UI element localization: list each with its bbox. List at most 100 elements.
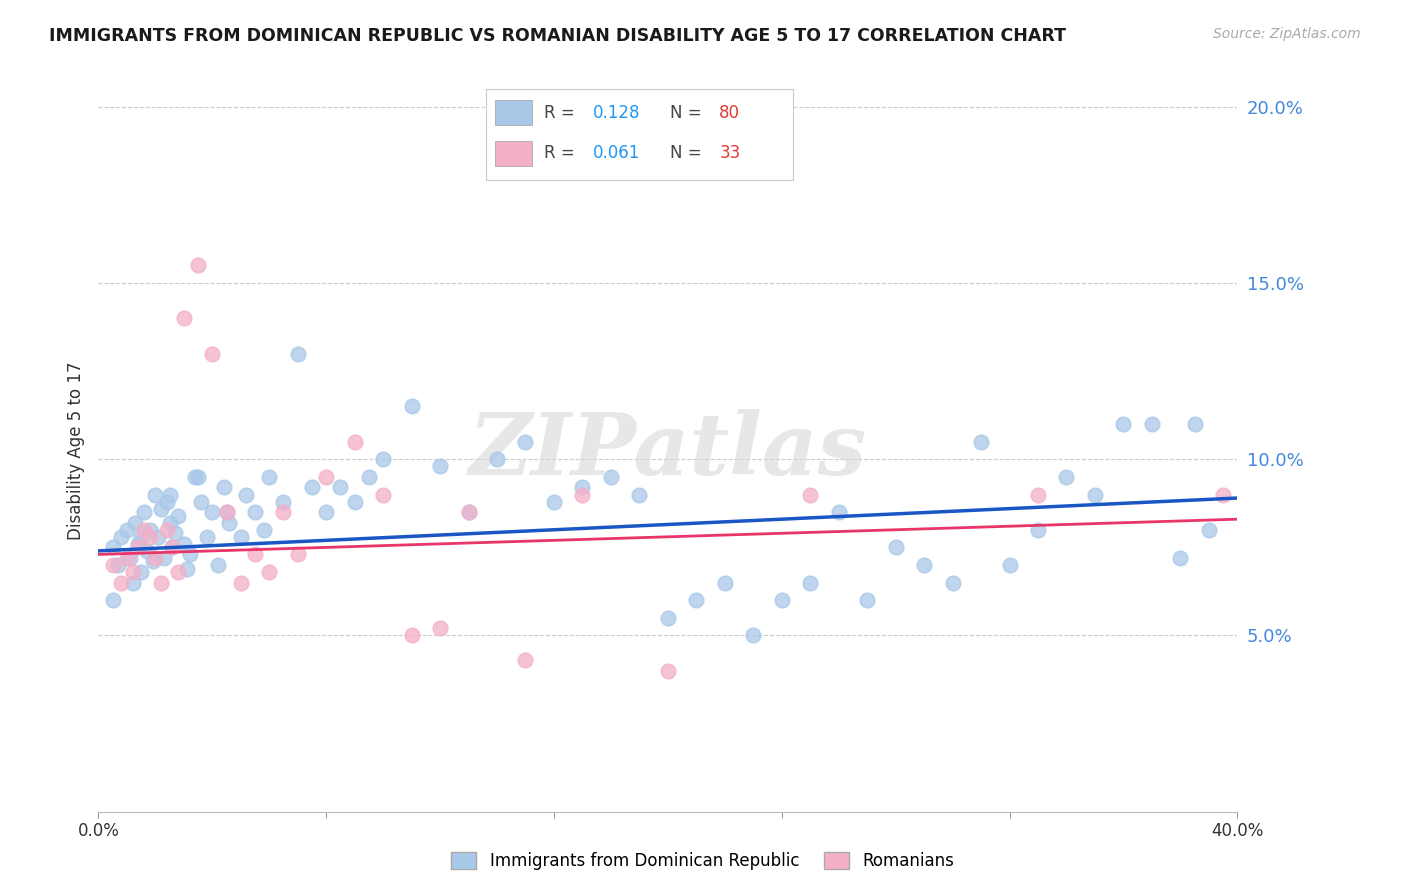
Point — [115, 523, 138, 537]
Point — [1084, 487, 1107, 501]
Point — [315, 505, 337, 519]
Point — [1026, 523, 1049, 537]
Point — [145, 551, 167, 566]
Point — [124, 516, 146, 530]
Point — [187, 259, 209, 273]
Point — [201, 346, 224, 360]
Point — [401, 400, 423, 414]
Point — [129, 565, 152, 579]
Point — [101, 593, 124, 607]
Point — [429, 459, 451, 474]
Point — [148, 530, 170, 544]
Point — [315, 470, 337, 484]
Point — [173, 537, 195, 551]
Point — [942, 575, 965, 590]
Point — [132, 523, 155, 537]
Text: Source: ZipAtlas.com: Source: ZipAtlas.com — [1213, 27, 1361, 41]
Point — [1112, 417, 1135, 431]
Point — [215, 505, 238, 519]
Point — [187, 470, 209, 484]
Point — [373, 452, 395, 467]
Point — [486, 452, 509, 467]
Point — [101, 558, 124, 572]
Point — [1212, 487, 1234, 501]
Point — [343, 494, 366, 508]
Text: ZIPatlas: ZIPatlas — [468, 409, 868, 492]
Point — [207, 558, 229, 572]
Point — [1170, 551, 1192, 566]
Point — [259, 565, 281, 579]
Point — [429, 622, 451, 636]
Point — [138, 530, 160, 544]
Point — [153, 551, 176, 566]
Point — [571, 480, 593, 494]
Point — [173, 311, 195, 326]
Point — [121, 565, 143, 579]
Point — [179, 548, 201, 562]
Point — [685, 593, 707, 607]
Point — [884, 541, 907, 555]
Point — [118, 551, 141, 566]
Text: IMMIGRANTS FROM DOMINICAN REPUBLIC VS ROMANIAN DISABILITY AGE 5 TO 17 CORRELATIO: IMMIGRANTS FROM DOMINICAN REPUBLIC VS RO… — [49, 27, 1066, 45]
Point — [145, 487, 167, 501]
Point — [799, 487, 821, 501]
Point — [107, 558, 129, 572]
Point — [201, 505, 224, 519]
Point — [162, 541, 184, 555]
Y-axis label: Disability Age 5 to 17: Disability Age 5 to 17 — [66, 361, 84, 540]
Point — [657, 611, 679, 625]
Point — [121, 575, 143, 590]
Point — [628, 487, 651, 501]
Point — [259, 470, 281, 484]
Point — [159, 516, 181, 530]
Point — [135, 544, 157, 558]
Point — [287, 346, 309, 360]
Point — [543, 494, 565, 508]
Point — [110, 530, 132, 544]
Point — [357, 470, 380, 484]
Point — [129, 530, 152, 544]
Point — [156, 523, 179, 537]
Point — [515, 434, 537, 449]
Point — [184, 470, 207, 484]
Point — [970, 434, 993, 449]
Point — [167, 508, 190, 523]
Point — [150, 501, 173, 516]
Point — [657, 664, 679, 678]
Point — [329, 480, 352, 494]
Point — [101, 541, 124, 555]
Point — [273, 494, 295, 508]
Point — [156, 494, 179, 508]
Point — [252, 523, 274, 537]
Point — [195, 530, 218, 544]
Point — [218, 516, 240, 530]
Point — [190, 494, 212, 508]
Point — [912, 558, 935, 572]
Point — [1184, 417, 1206, 431]
Point — [165, 526, 187, 541]
Point — [770, 593, 793, 607]
Point — [235, 487, 257, 501]
Point — [141, 554, 163, 568]
Point — [150, 575, 173, 590]
Point — [828, 505, 851, 519]
Point — [998, 558, 1021, 572]
Point — [799, 575, 821, 590]
Point — [457, 505, 479, 519]
Point — [138, 523, 160, 537]
Point — [159, 487, 181, 501]
Point — [287, 548, 309, 562]
Point — [243, 505, 266, 519]
Point — [600, 470, 623, 484]
Point — [162, 541, 184, 555]
Point — [1026, 487, 1049, 501]
Point — [132, 505, 155, 519]
Point — [714, 575, 737, 590]
Point — [167, 565, 190, 579]
Point — [110, 575, 132, 590]
Point — [401, 628, 423, 642]
Point — [127, 541, 149, 555]
Point — [273, 505, 295, 519]
Point — [457, 505, 479, 519]
Point — [215, 505, 238, 519]
